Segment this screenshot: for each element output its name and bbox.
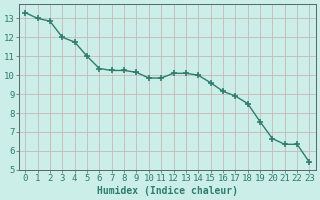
X-axis label: Humidex (Indice chaleur): Humidex (Indice chaleur) (97, 186, 238, 196)
